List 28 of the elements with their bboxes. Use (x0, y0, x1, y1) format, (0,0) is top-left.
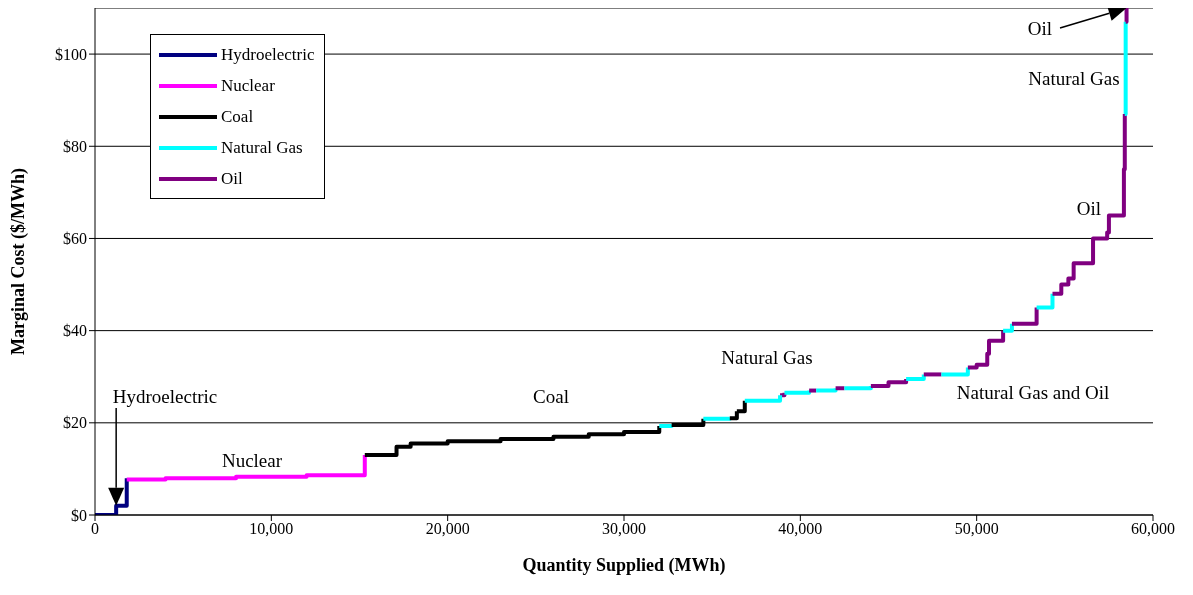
y-tick-label: $80 (63, 137, 87, 155)
y-tick-label: $100 (55, 45, 87, 63)
legend-label: Coal (221, 106, 254, 127)
annotation: Hydroelectric (112, 385, 218, 407)
y-axis-title: Marginal Cost ($/MWh) (8, 168, 30, 355)
annotation: Natural Gas (721, 346, 813, 368)
x-tick-label: 40,000 (778, 520, 823, 538)
annotation: Coal (533, 385, 569, 407)
x-tick-label: 0 (91, 520, 99, 538)
annotation: Nuclear (221, 449, 283, 471)
legend-label: Hydroelectric (221, 44, 315, 65)
annotation: Oil (1076, 197, 1102, 219)
x-tick-label: 20,000 (425, 520, 470, 538)
annotation: Natural Gas (1028, 67, 1120, 89)
legend-label: Oil (221, 168, 243, 189)
x-tick-label: 60,000 (1131, 520, 1175, 538)
annotation: Oil (1027, 17, 1053, 39)
y-tick-label: $60 (63, 230, 87, 248)
annotation: Natural Gas and Oil (956, 381, 1110, 403)
legend-label: Nuclear (221, 75, 275, 96)
legend-label: Natural Gas (221, 137, 303, 158)
y-tick-label: $20 (63, 414, 87, 432)
y-tick-label: $0 (71, 506, 87, 524)
x-tick-label: 30,000 (602, 520, 646, 538)
x-tick-label: 50,000 (954, 520, 999, 538)
y-tick-label: $40 (63, 322, 87, 340)
x-axis-title: Quantity Supplied (MWh) (522, 555, 726, 576)
x-tick-label: 10,000 (249, 520, 294, 538)
